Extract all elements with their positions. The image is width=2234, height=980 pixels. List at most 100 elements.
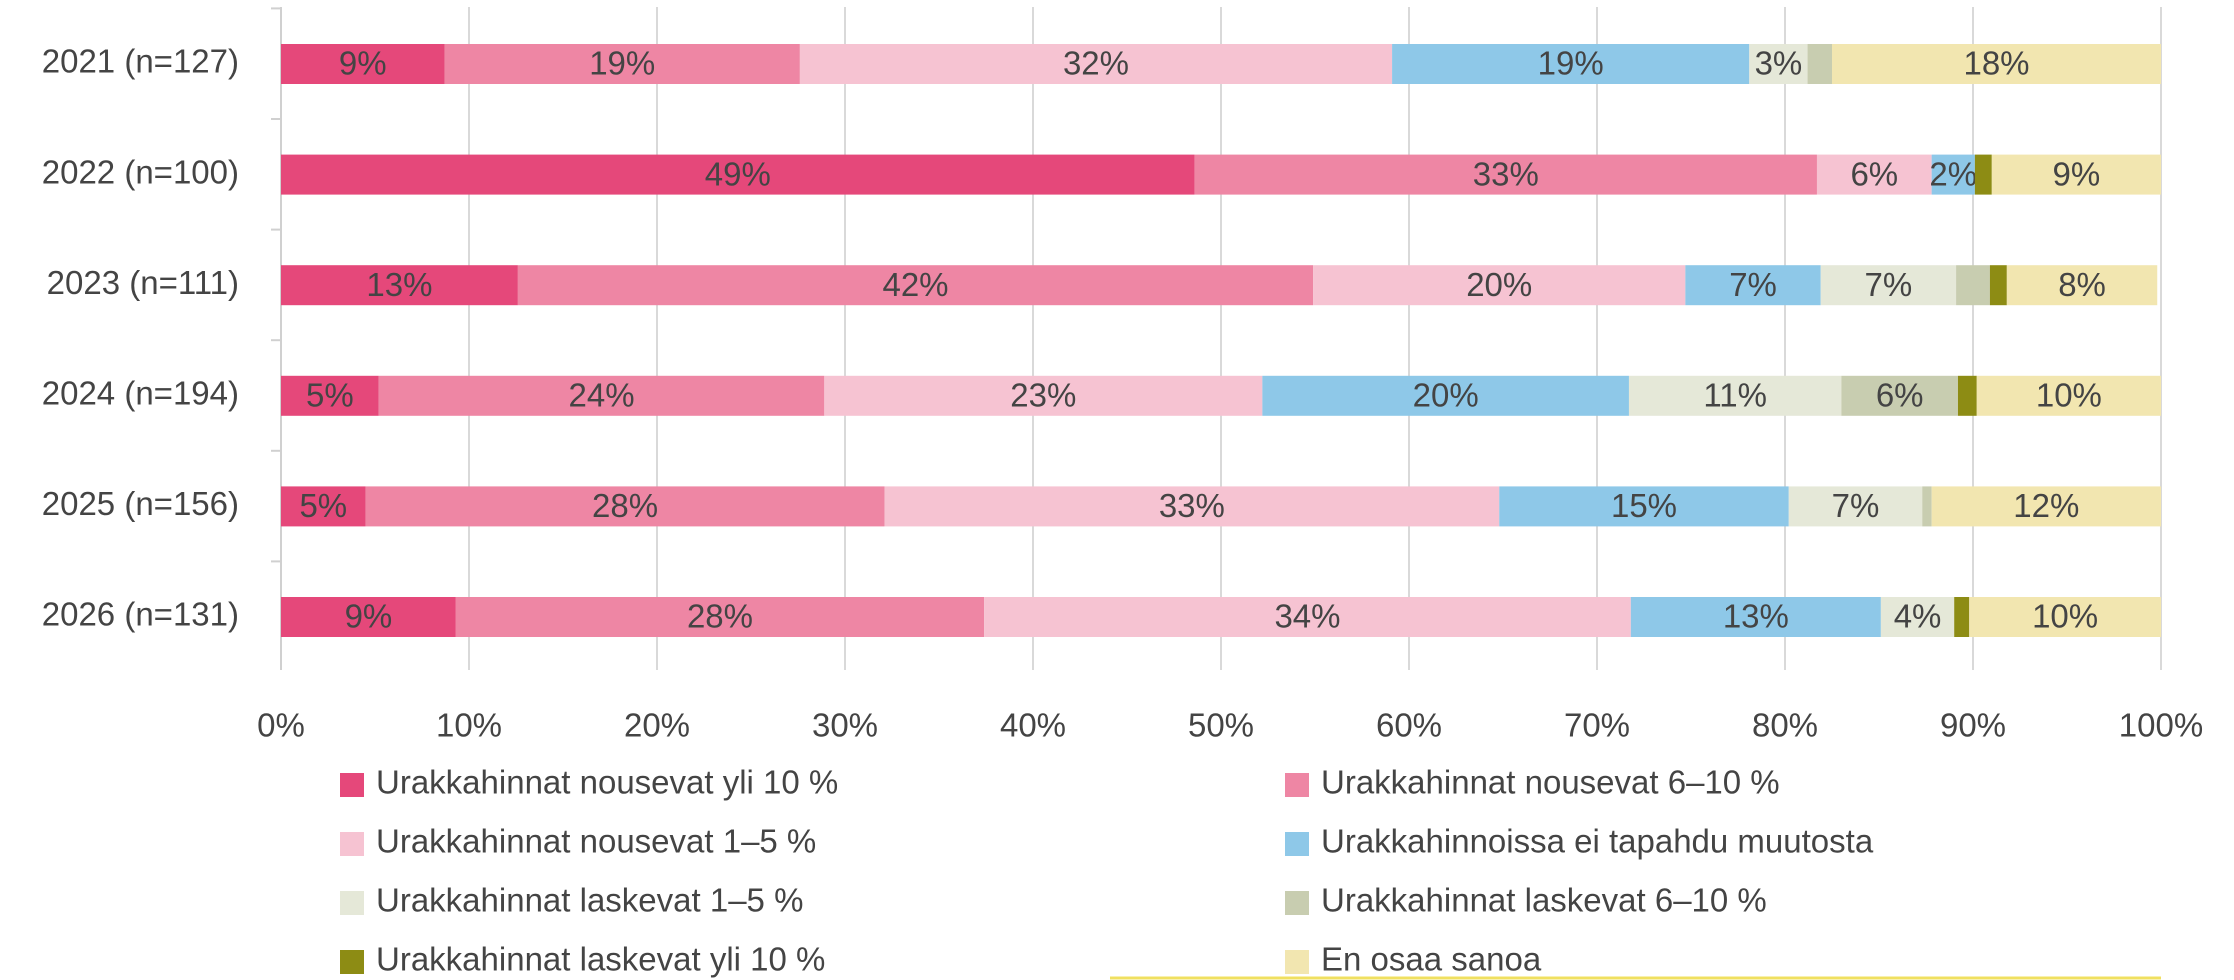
bar-segment: [1841, 375, 1958, 416]
bar-segment: [1749, 44, 1808, 84]
data-label: 33%: [1473, 155, 1539, 192]
legend-swatch: [1285, 950, 1309, 974]
data-label: 7%: [1729, 266, 1777, 303]
bar-segment: [1630, 597, 1881, 637]
x-tick-label: 10%: [436, 707, 502, 744]
bar-segment: [1922, 486, 1932, 527]
y-tick-label: 2025 (n=156): [42, 485, 239, 522]
bar-segment: [1976, 375, 2161, 416]
bar-segment: [378, 375, 825, 416]
bar-segment: [984, 597, 1631, 637]
data-label: 9%: [339, 45, 387, 82]
bar-segment: [1931, 486, 2161, 527]
x-tick-label: 0%: [257, 707, 305, 744]
bar-segment: [1788, 486, 1923, 527]
data-label: 12%: [2013, 487, 2079, 524]
bar-segment: [517, 265, 1314, 306]
y-tick-label: 2024 (n=194): [42, 375, 239, 412]
bar-segment: [1194, 154, 1817, 195]
bar-segment: [1969, 597, 2161, 637]
legend-label: Urakkahinnat nousevat 1–5 %: [376, 823, 816, 860]
legend-label: Urakkahinnat laskevat 1–5 %: [376, 882, 803, 919]
bar-segment: [1628, 375, 1842, 416]
data-label: 10%: [2036, 377, 2102, 414]
data-label: 13%: [366, 266, 432, 303]
bar-segment: [1954, 597, 1970, 637]
x-tick-label: 40%: [1000, 707, 1066, 744]
data-label: 49%: [705, 155, 771, 192]
data-label: 4%: [1894, 598, 1942, 635]
legend-swatch: [340, 832, 364, 856]
data-label: 32%: [1063, 45, 1129, 82]
y-tick-label: 2022 (n=100): [42, 153, 239, 190]
data-label: 23%: [1010, 377, 1076, 414]
bar-segment: [455, 597, 985, 637]
data-label: 5%: [306, 377, 354, 414]
bar-segment: [1974, 154, 1992, 195]
legend-label: En osaa sanoa: [1321, 941, 1542, 978]
bar-segment: [281, 375, 379, 416]
bar-segment: [281, 265, 518, 306]
data-label: 19%: [589, 45, 655, 82]
bar-segment: [1880, 597, 1955, 637]
data-label: 8%: [2058, 266, 2106, 303]
legend-swatch: [1285, 891, 1309, 915]
data-label: 15%: [1611, 487, 1677, 524]
data-label: 11%: [1703, 377, 1767, 414]
data-label: 19%: [1538, 45, 1604, 82]
bar-segment: [799, 44, 1393, 84]
bar-segment: [365, 486, 885, 527]
bar-segment: [1313, 265, 1686, 306]
bar-segment: [1262, 375, 1629, 416]
bar-segment: [281, 486, 366, 527]
data-label: 10%: [2032, 598, 2098, 635]
bar-segment: [1991, 154, 2161, 195]
bar-segment: [1685, 265, 1821, 306]
bar-segment: [444, 44, 800, 84]
bar-segment: [281, 154, 1195, 195]
data-label: 3%: [1755, 45, 1803, 82]
legend-label: Urakkahinnat nousevat 6–10 %: [1321, 764, 1780, 801]
legend-swatch: [340, 773, 364, 797]
bar-segment: [1956, 265, 1990, 306]
bar-segment: [1816, 154, 1932, 195]
data-label: 7%: [1865, 266, 1913, 303]
legend-swatch: [1285, 832, 1309, 856]
x-tick-label: 60%: [1376, 707, 1442, 744]
data-label: 33%: [1159, 487, 1225, 524]
data-label: 20%: [1413, 377, 1479, 414]
bar-segment: [281, 44, 445, 84]
bar-segment: [1820, 265, 1957, 306]
data-label: 2%: [1929, 155, 1977, 192]
x-tick-label: 90%: [1940, 707, 2006, 744]
data-label: 7%: [1832, 487, 1880, 524]
data-label: 9%: [345, 598, 393, 635]
legend-label: Urakkahinnat laskevat 6–10 %: [1321, 882, 1767, 919]
y-tick-label: 2021 (n=127): [42, 43, 239, 80]
bar-segment: [1957, 375, 1977, 416]
bar-segment: [1807, 44, 1832, 84]
bar-segment: [824, 375, 1263, 416]
bar-segment: [884, 486, 1500, 527]
y-tick-label: 2023 (n=111): [47, 264, 239, 301]
y-tick-label: 2026 (n=131): [42, 596, 239, 633]
data-label: 28%: [687, 598, 753, 635]
bar-segment: [281, 597, 456, 637]
bar-segment: [2006, 265, 2158, 306]
x-tick-label: 50%: [1188, 707, 1254, 744]
x-tick-label: 20%: [624, 707, 690, 744]
legend-swatch: [1285, 773, 1309, 797]
legend-label: Urakkahinnat laskevat yli 10 %: [376, 941, 825, 978]
bar-segment: [1989, 265, 2007, 306]
data-label: 13%: [1723, 598, 1789, 635]
legend-label: Urakkahinnoissa ei tapahdu muutosta: [1321, 823, 1874, 860]
data-label: 9%: [2053, 155, 2101, 192]
data-label: 42%: [882, 266, 948, 303]
bar-segment: [1392, 44, 1750, 84]
legend-label: Urakkahinnat nousevat yli 10 %: [376, 764, 838, 801]
legend-swatch: [340, 950, 364, 974]
bar-segment: [1931, 154, 1975, 195]
data-label: 20%: [1466, 266, 1532, 303]
bar-segment: [1832, 44, 2161, 84]
